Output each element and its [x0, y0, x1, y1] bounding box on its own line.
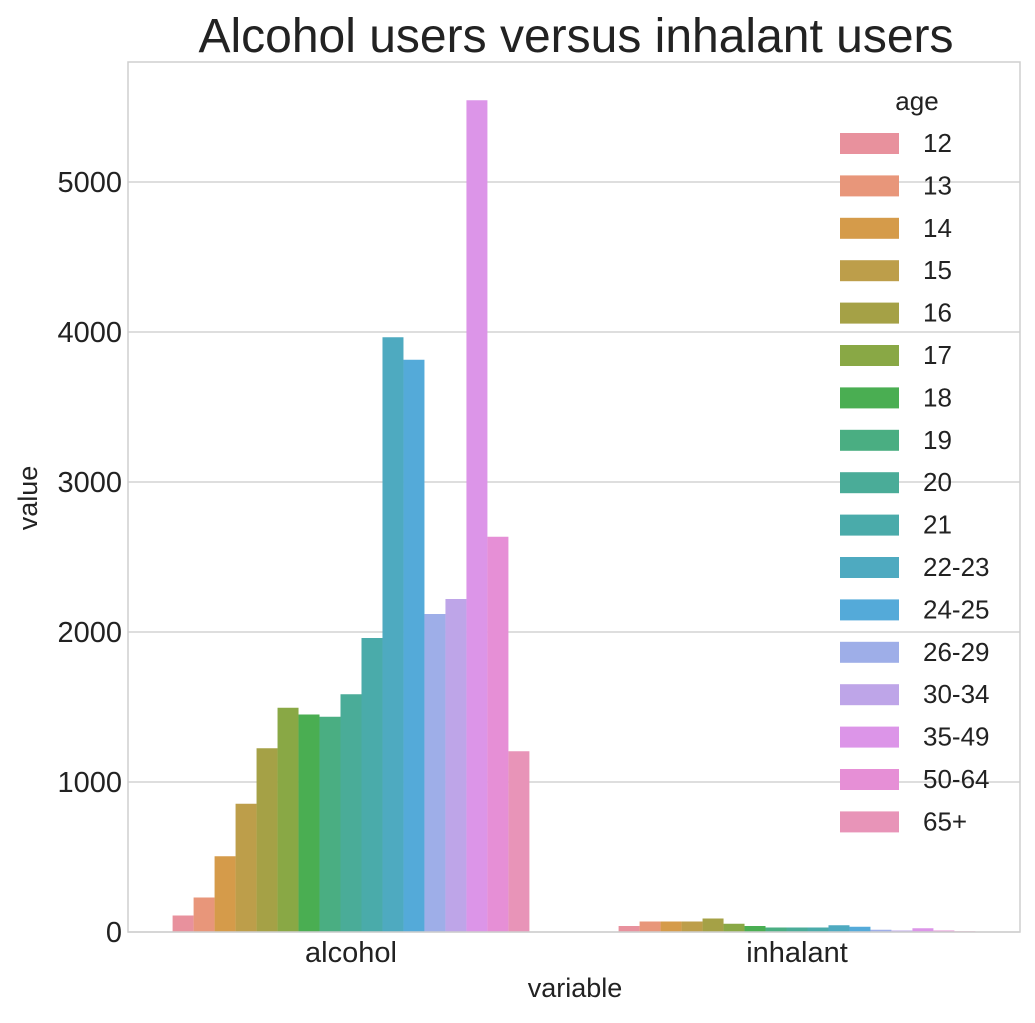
x-axis-label: variable — [528, 973, 623, 1003]
legend-swatch — [840, 260, 899, 282]
bar-alcohol-age-14 — [214, 856, 236, 932]
bar-alcohol-age-16 — [256, 748, 278, 932]
bar-alcohol-age-19 — [319, 716, 341, 932]
legend-label: 15 — [923, 255, 952, 285]
legend-label: 18 — [923, 382, 952, 412]
bar-inhalant-age-17 — [723, 923, 745, 932]
legend-swatch — [840, 514, 899, 536]
bar-inhalant-age-16 — [702, 918, 724, 932]
legend-swatch — [840, 557, 899, 578]
legend-label: 21 — [923, 510, 952, 540]
legend-label: 20 — [923, 467, 952, 497]
bar-alcohol-age-13 — [193, 897, 215, 932]
y-tick-label: 2000 — [57, 617, 122, 649]
legend-label: 16 — [923, 298, 952, 328]
legend-swatch — [840, 641, 899, 663]
bar-alcohol-age-21 — [361, 638, 383, 932]
bar-alcohol-age-20 — [340, 694, 362, 932]
bar-inhalant-age-21 — [807, 927, 829, 932]
y-tick-label: 0 — [106, 917, 122, 949]
legend-label: 26-29 — [923, 637, 990, 667]
y-tick-label: 5000 — [57, 167, 122, 199]
bar-alcohol-age-12 — [172, 915, 194, 932]
legend-label: 17 — [923, 340, 952, 370]
legend-swatch — [840, 472, 899, 494]
legend-label: 14 — [923, 213, 952, 243]
x-tick-labels: alcohol inhalant — [305, 937, 848, 969]
bar-alcohol-age-35-49 — [466, 100, 488, 932]
legend-label: 30-34 — [923, 679, 990, 709]
legend-swatch — [840, 217, 899, 239]
bar-alcohol-age-22-23 — [382, 337, 404, 932]
legend-label: 35-49 — [923, 722, 990, 752]
legend-swatch — [840, 387, 899, 409]
legend-label: 22-23 — [923, 552, 990, 582]
legend-swatch — [840, 302, 899, 324]
bar-inhalant-age-15 — [681, 921, 703, 932]
bar-inhalant-age-24-25 — [849, 926, 871, 932]
legend-swatch — [840, 175, 899, 197]
bar-inhalant-age-20 — [786, 927, 808, 932]
bar-alcohol-age-24-25 — [403, 359, 425, 932]
y-tick-label: 4000 — [57, 317, 122, 349]
plot-frame — [127, 61, 1021, 933]
bar-inhalant-age-18 — [744, 926, 766, 932]
bar-alcohol-age-26-29 — [424, 614, 446, 932]
x-tick-label: inhalant — [746, 937, 848, 969]
bar-alcohol-age-30-34 — [445, 599, 467, 932]
y-tick-label: 1000 — [57, 767, 122, 799]
legend: age 12 13 14 15 16 17 18 19 20 21 22-23 24-25 26-29 3… — [840, 86, 990, 836]
y-axis-label: value — [13, 466, 43, 531]
legend-label: 19 — [923, 425, 952, 455]
legend-label: 50-64 — [923, 764, 990, 794]
bar-alcohol-age-65+ — [508, 751, 530, 932]
bar-inhalant-age-26-29 — [870, 929, 892, 932]
legend-swatch — [840, 726, 899, 748]
bar-inhalant-age-14 — [660, 921, 682, 932]
bar-inhalant-age-12 — [618, 926, 640, 932]
legend-swatch — [840, 811, 899, 833]
bar-inhalant-age-22-23 — [828, 925, 850, 932]
x-tick-label: alcohol — [305, 937, 397, 969]
y-tick-labels: 0 1000 2000 3000 4000 5000 — [57, 167, 122, 949]
bar-alcohol-age-17 — [277, 707, 299, 932]
bar-inhalant-age-13 — [639, 921, 661, 932]
legend-label: 13 — [923, 170, 952, 200]
legend-swatch — [840, 684, 899, 706]
legend-swatch — [840, 769, 899, 790]
legend-label: 65+ — [923, 806, 967, 836]
legend-swatch — [840, 599, 899, 621]
bar-alcohol-age-18 — [298, 714, 320, 932]
legend-swatch — [840, 345, 899, 366]
legend-label: 12 — [923, 128, 952, 158]
y-tick-label: 3000 — [57, 467, 122, 499]
legend-label: 24-25 — [923, 594, 990, 624]
legend-swatch — [840, 429, 899, 451]
chart-title: Alcohol users versus inhalant users — [198, 10, 953, 63]
bar-alcohol-age-50-64 — [487, 536, 509, 932]
legend-title: age — [895, 86, 938, 116]
legend-swatch — [840, 133, 899, 154]
bar-inhalant-age-19 — [765, 927, 787, 932]
bar-alcohol-age-15 — [235, 803, 257, 932]
bar-inhalant-age-35-49 — [912, 928, 934, 932]
bars — [172, 100, 976, 932]
